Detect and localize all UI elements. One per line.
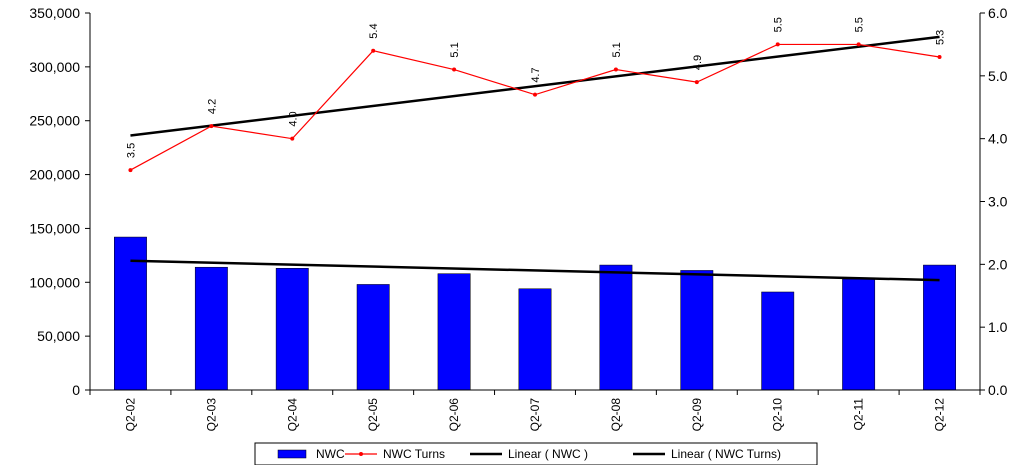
right-tick-label: 5.0 bbox=[988, 68, 1008, 84]
x-tick-label: Q2-08 bbox=[609, 398, 623, 432]
nwc-bar bbox=[275, 268, 309, 391]
nwc-bar bbox=[923, 264, 956, 391]
chart-axes: 0 50,000 100,000 150,000 200,000 250,000 300,0… bbox=[29, 5, 1007, 431]
nwc-turns-line bbox=[130, 43, 940, 171]
left-tick-label: 150,000 bbox=[29, 220, 80, 236]
nwc-bar bbox=[761, 291, 795, 391]
right-tick-label: 3.0 bbox=[988, 194, 1008, 210]
x-tick-label: Q2-11 bbox=[852, 398, 866, 431]
nwc-turns-point bbox=[856, 42, 861, 47]
legend-label: Linear ( NWC Turns) bbox=[671, 447, 781, 461]
left-tick-label: 0 bbox=[72, 382, 80, 398]
nwc-bar bbox=[599, 264, 633, 391]
nwc-turns-point bbox=[128, 168, 133, 173]
x-tick-label: Q2-12 bbox=[933, 398, 947, 432]
trendline bbox=[130, 35, 940, 137]
left-tick-label: 300,000 bbox=[29, 59, 80, 75]
left-tick-label: 100,000 bbox=[29, 274, 80, 290]
nwc-turns-data-label: 5.3 bbox=[935, 30, 947, 45]
nwc-turns-data-label: 4.2 bbox=[206, 99, 218, 114]
nwc-bars bbox=[114, 236, 956, 391]
x-tick-label: Q2-02 bbox=[123, 398, 137, 432]
x-tick-label: Q2-03 bbox=[204, 398, 218, 432]
nwc-turns-point bbox=[533, 92, 537, 97]
nwc-turns-data-label: 5.1 bbox=[449, 42, 461, 57]
nwc-bar bbox=[114, 236, 147, 391]
nwc-turns-data-label: 5.1 bbox=[611, 42, 623, 57]
nwc-bar bbox=[356, 284, 390, 391]
right-tick-label: 2.0 bbox=[988, 256, 1008, 272]
x-tick-label: Q2-07 bbox=[528, 398, 542, 432]
nwc-bar bbox=[437, 273, 471, 391]
nwc-turns-point bbox=[937, 54, 942, 59]
nwc-bar bbox=[518, 288, 552, 391]
legend-label: NWC Turns bbox=[383, 447, 445, 461]
nwc-turns-point bbox=[452, 67, 457, 72]
right-tick-label: 4.0 bbox=[988, 131, 1008, 147]
x-tick-label: Q2-04 bbox=[285, 398, 299, 432]
x-tick-label: Q2-09 bbox=[690, 398, 704, 432]
nwc-turns-point bbox=[290, 136, 295, 141]
nwc-turns-data-label: 4.7 bbox=[530, 67, 542, 82]
legend-box bbox=[254, 442, 818, 465]
nwc-turns-data-label: 3.5 bbox=[125, 143, 137, 158]
nwc-turns-point bbox=[775, 42, 780, 47]
nwc-turns-data-label: 5.5 bbox=[773, 17, 785, 32]
nwc-bar bbox=[194, 266, 228, 391]
right-tick-label: 1.0 bbox=[988, 319, 1008, 335]
left-tick-label: 350,000 bbox=[29, 5, 80, 21]
nwc-turns-point bbox=[371, 48, 376, 53]
chart-legend: NWC NWC Turns Linear ( NWC ) Linear ( NWC T… bbox=[254, 442, 818, 465]
right-tick-label: 6.0 bbox=[988, 5, 1008, 21]
left-tick-label: 250,000 bbox=[29, 113, 80, 129]
right-tick-label: 0.0 bbox=[988, 382, 1008, 398]
nwc-turns-point bbox=[209, 124, 214, 129]
legend-label: Linear ( NWC ) bbox=[508, 447, 588, 461]
legend-label: NWC bbox=[316, 447, 345, 461]
nwc-bar bbox=[842, 278, 876, 391]
x-tick-label: Q2-10 bbox=[771, 398, 785, 432]
legend-swatch-nwc-turns-marker bbox=[359, 452, 363, 456]
trendlines bbox=[130, 35, 940, 282]
left-tick-label: 200,000 bbox=[29, 167, 80, 183]
nwc-turns-point bbox=[694, 80, 699, 85]
x-tick-label: Q2-06 bbox=[447, 398, 461, 432]
nwc-turns-data-label: 4.9 bbox=[692, 55, 704, 70]
left-tick-label: 50,000 bbox=[37, 328, 80, 344]
legend-swatch-nwc bbox=[277, 449, 307, 459]
trendline bbox=[130, 259, 940, 282]
nwc-turns-series: 3.5 4.2 4.0 5.4 5.1 4.7 5.1 4.9 5.5 5.5 5.3 bbox=[125, 17, 947, 173]
nwc-turns-data-label: 5.4 bbox=[368, 23, 380, 38]
nwc-turns-point bbox=[613, 67, 618, 72]
nwc-turns-data-label: 5.5 bbox=[854, 17, 866, 32]
x-tick-label: Q2-05 bbox=[366, 398, 380, 432]
nwc-turns-data-label: 4.0 bbox=[287, 111, 299, 126]
nwc-bar bbox=[680, 270, 714, 391]
